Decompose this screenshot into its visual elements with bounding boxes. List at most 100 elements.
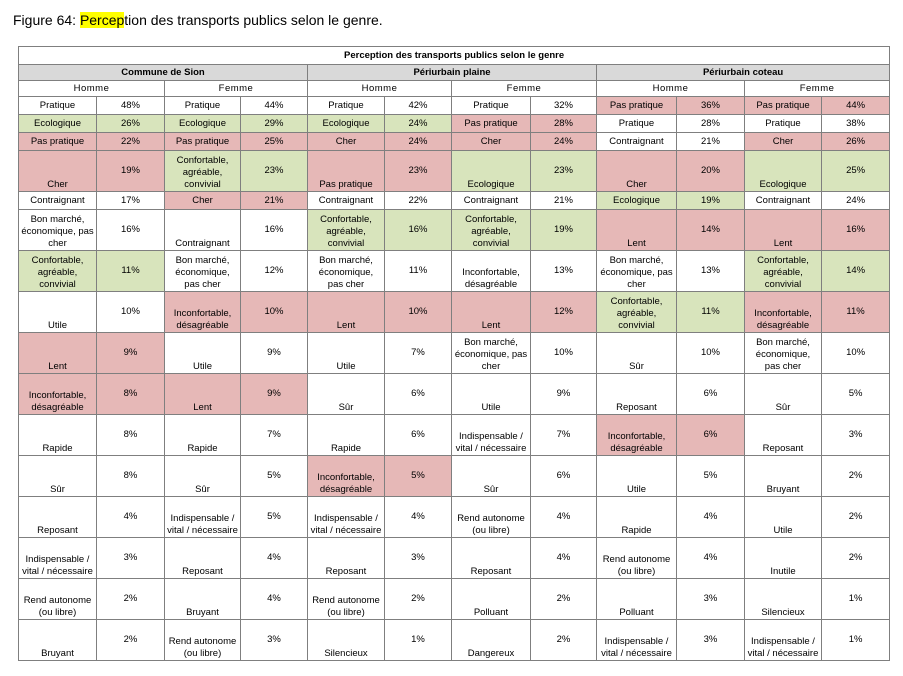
perception-label: Indispensable / vital / nécessaire [744,619,822,661]
perception-percent: 14% [676,209,745,251]
perception-percent: 11% [676,291,745,333]
perception-label: Indispensable / vital / nécessaire [18,537,97,579]
perception-label: Confortable, agréable, convivial [164,150,241,192]
perception-label: Contraignant [307,191,385,210]
perception-label: Lent [164,373,241,415]
perception-percent: 11% [820,291,891,333]
perception-label: Reposant [451,537,531,579]
perception-percent: 23% [240,150,308,192]
sex-header-femme: Femme [743,80,891,97]
perception-percent: 8% [96,373,165,415]
perception-label: Confortable, agréable, convivial [596,291,677,333]
perception-label: Utile [164,332,241,374]
perception-percent: 36% [676,96,745,115]
perception-percent: 10% [676,332,745,374]
perception-label: Reposant [18,496,97,538]
perception-percent: 21% [676,132,745,151]
perception-label: Pratique [307,96,385,115]
perception-percent: 24% [384,114,452,133]
zone-header-plaine: Périurbain plaine [307,64,597,81]
perception-percent: 22% [384,191,452,210]
perception-percent: 20% [676,150,745,192]
perception-label: Cher [744,132,822,151]
perception-percent: 9% [96,332,165,374]
perception-label: Indispensable / vital / nécessaire [596,619,677,661]
perception-label: Indispensable / vital / nécessaire [451,414,531,456]
perception-label: Pas pratique [451,114,531,133]
perception-percent: 4% [530,537,597,579]
table-row: Inconfortable, désagréable 8% Lent 9% Sûr 6% U… [18,373,891,415]
perception-percent: 9% [530,373,597,415]
perception-percent: 2% [530,578,597,620]
perception-label: Pas pratique [307,150,385,192]
perception-percent: 5% [676,455,745,497]
perception-percent: 28% [530,114,597,133]
perception-label: Pratique [164,96,241,115]
perception-label: Confortable, agréable, convivial [18,250,97,292]
table-row: Bon marché, économique, pas cher 16% Contr… [18,209,891,251]
perception-table: Perception des transports publics selon … [17,46,891,661]
perception-percent: 22% [96,132,165,151]
perception-label: Inutile [744,537,822,579]
perception-label: Rapide [596,496,677,538]
sex-header-femme: Femme [451,80,597,97]
perception-label: Pratique [596,114,677,133]
perception-percent: 9% [240,332,308,374]
perception-label: Reposant [596,373,677,415]
perception-percent: 3% [96,537,165,579]
perception-percent: 21% [530,191,597,210]
perception-percent: 9% [240,373,308,415]
perception-percent: 21% [240,191,308,210]
perception-label: Pas pratique [18,132,97,151]
perception-percent: 2% [820,455,891,497]
perception-label: Ecologique [164,114,241,133]
perception-label: Pratique [451,96,531,115]
table-row: Contraignant 17% Cher 21% Contraignant 22% Con… [18,191,891,210]
perception-label: Confortable, agréable, convivial [307,209,385,251]
perception-percent: 19% [676,191,745,210]
perception-percent: 8% [96,455,165,497]
perception-percent: 11% [96,250,165,292]
figure-caption: Figure 64: Perception des transports pub… [13,12,383,28]
perception-label: Inconfortable, désagréable [164,291,241,333]
table-row: Pratique 48% Pratique 44% Pratique 42% Pratiqu… [18,96,891,115]
perception-percent: 4% [384,496,452,538]
sex-header-homme: Homme [596,80,745,97]
perception-label: Ecologique [451,150,531,192]
perception-label: Bon marché, économique, pas cher [744,332,822,374]
zone-header-coteau: Périurbain coteau [595,64,891,81]
perception-percent: 13% [530,250,597,292]
perception-percent: 24% [384,132,452,151]
table-row: Sûr 8% Sûr 5% Inconfortable, désagréable 5% Sû… [18,455,891,497]
perception-label: Contraignant [744,191,822,210]
figure-caption-rest: tion des transports publics selon le gen… [124,12,383,28]
perception-percent: 10% [384,291,452,333]
perception-percent: 6% [384,373,452,415]
perception-percent: 28% [676,114,745,133]
perception-label: Cher [307,132,385,151]
perception-percent: 4% [676,496,745,538]
perception-percent: 4% [676,537,745,579]
perception-label: Lent [744,209,822,251]
perception-percent: 42% [384,96,452,115]
perception-label: Cher [451,132,531,151]
perception-percent: 12% [240,250,308,292]
perception-percent: 25% [240,132,308,151]
perception-percent: 2% [530,619,597,661]
perception-label: Ecologique [18,114,97,133]
perception-percent: 3% [676,578,745,620]
sex-header-femme: Femme [164,80,308,97]
perception-label: Confortable, agréable, convivial [744,250,822,292]
perception-label: Sûr [596,332,677,374]
perception-percent: 14% [820,250,891,292]
perception-percent: 1% [820,578,891,620]
perception-percent: 4% [96,496,165,538]
perception-percent: 10% [96,291,165,333]
perception-percent: 3% [240,619,308,661]
perception-label: Indispensable / vital / nécessaire [307,496,385,538]
perception-percent: 16% [820,209,891,251]
perception-label: Sûr [18,455,97,497]
perception-percent: 17% [96,191,165,210]
perception-label: Confortable, agréable, convivial [451,209,531,251]
perception-percent: 2% [820,496,891,538]
